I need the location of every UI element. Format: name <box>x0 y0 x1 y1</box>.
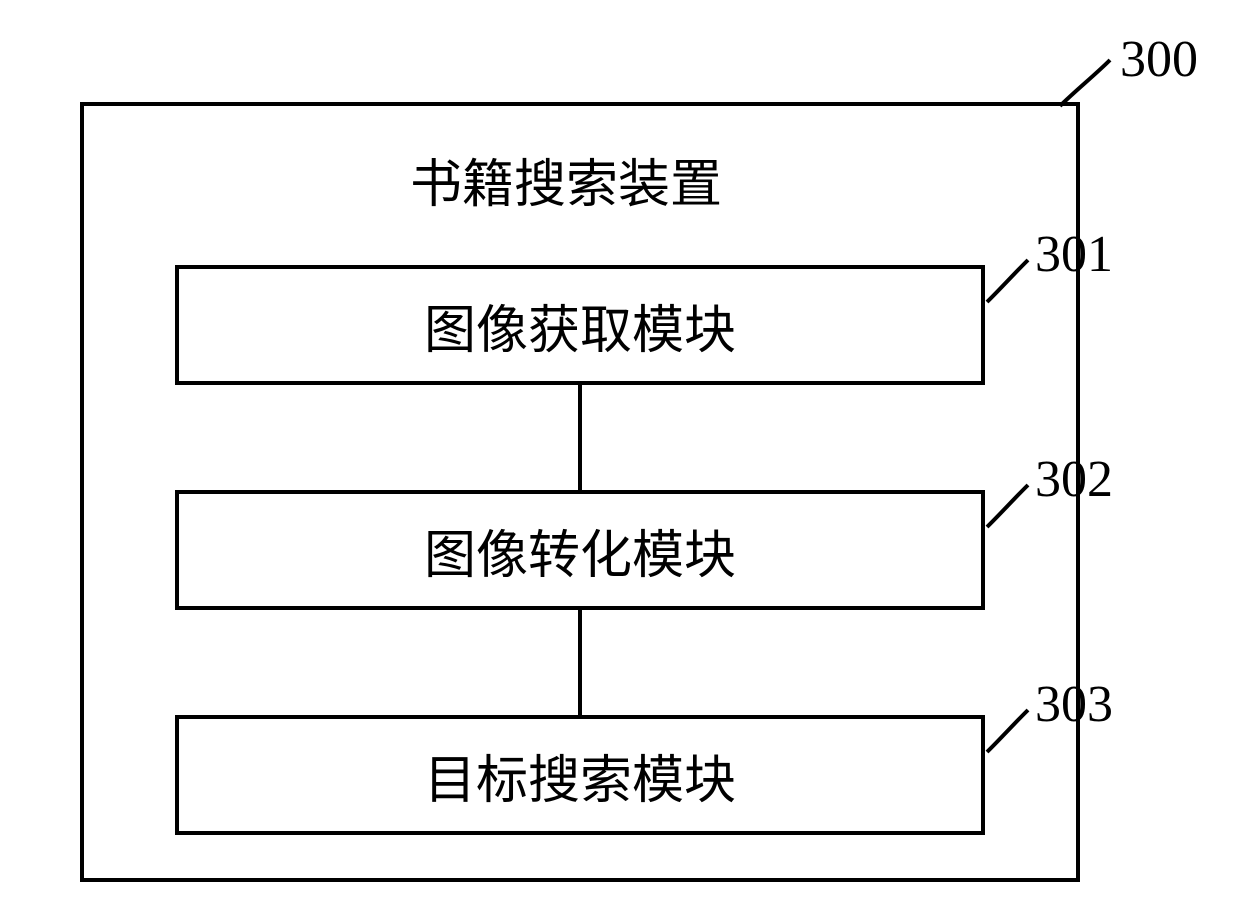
module-leader-icon-301 <box>977 250 1038 312</box>
outer-box-leader-icon <box>1050 50 1120 116</box>
diagram-title: 书籍搜索装置 <box>410 142 722 217</box>
module-label: 图像转化模块 <box>424 513 736 588</box>
module-label: 图像获取模块 <box>424 288 736 363</box>
module-ref-label-302: 302 <box>1035 450 1113 509</box>
module-ref-label-303: 303 <box>1035 675 1113 734</box>
module-leader-icon-303 <box>977 700 1038 762</box>
module-box-target-search: 目标搜索模块 <box>175 715 985 835</box>
outer-box-ref-label: 300 <box>1120 30 1198 89</box>
connector-line <box>578 610 582 715</box>
module-box-image-conversion: 图像转化模块 <box>175 490 985 610</box>
module-box-image-acquisition: 图像获取模块 <box>175 265 985 385</box>
connector-line <box>578 385 582 490</box>
module-ref-label-301: 301 <box>1035 225 1113 284</box>
module-label: 目标搜索模块 <box>424 738 736 813</box>
module-leader-icon-302 <box>977 475 1038 537</box>
